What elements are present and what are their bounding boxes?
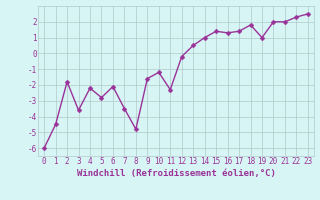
X-axis label: Windchill (Refroidissement éolien,°C): Windchill (Refroidissement éolien,°C) (76, 169, 276, 178)
